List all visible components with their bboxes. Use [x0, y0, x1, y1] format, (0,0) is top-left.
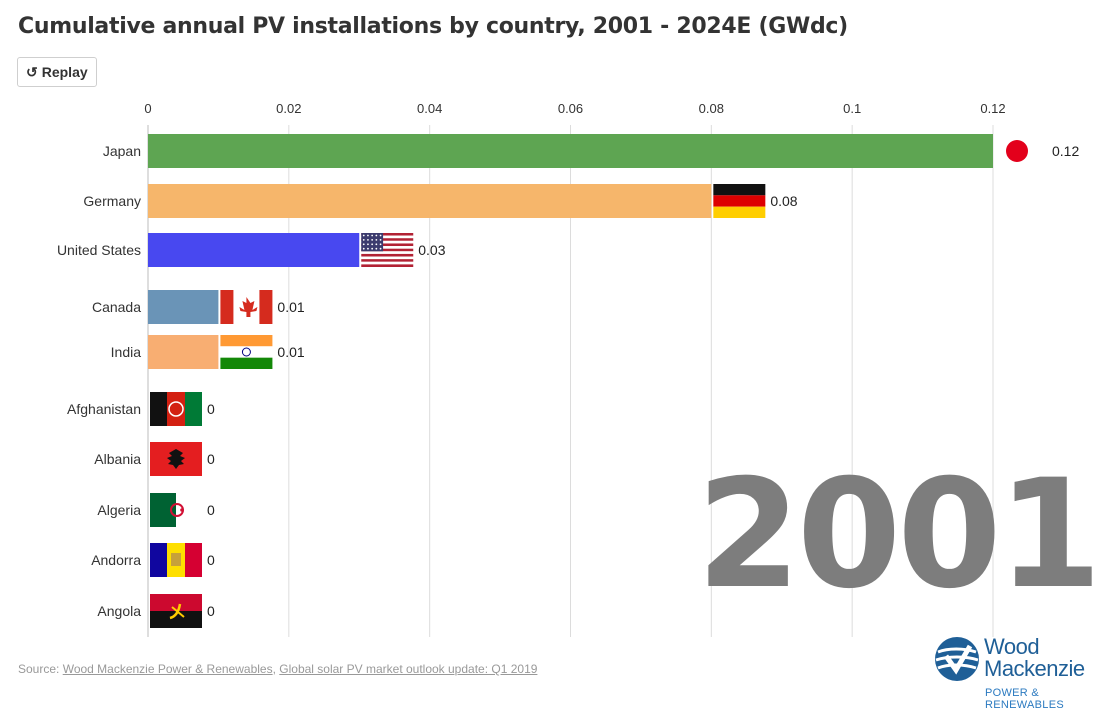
x-tick-label: 0.04: [417, 101, 442, 116]
albania-flag-icon: [150, 442, 202, 476]
value-label: 0.01: [277, 299, 304, 315]
bars: [148, 134, 993, 369]
wood-mackenzie-logo: Wood Mackenzie POWER & RENEWABLES: [934, 634, 1110, 711]
value-label: 0: [207, 401, 215, 417]
value-label: 0: [207, 552, 215, 568]
value-label: 0.12: [1052, 143, 1079, 159]
india-flag-icon: [220, 335, 273, 369]
bar-chart: 0 0.02 0.04 0.06 0.08 0.1 0.12 Japan Germany Uni…: [57, 101, 1079, 637]
globe-logo-icon: [935, 637, 979, 681]
category-label: United States: [57, 242, 141, 258]
category-label: Japan: [103, 143, 141, 159]
logo-tagline: POWER & RENEWABLES: [985, 687, 1065, 711]
canada-flag-icon: [220, 290, 273, 324]
value-label: 0: [207, 502, 215, 518]
x-axis-tick-labels: 0 0.02 0.04 0.06 0.08 0.1 0.12: [144, 101, 1005, 116]
category-label: India: [111, 344, 142, 360]
replay-button-label: Replay: [41, 64, 88, 80]
bar-japan: [148, 134, 993, 168]
x-tick-label: 0.1: [843, 101, 861, 116]
japan-flag-icon: [1006, 140, 1028, 162]
category-label: Albania: [94, 451, 141, 467]
bar-germany: [148, 184, 712, 218]
source-link-wood-mackenzie[interactable]: Wood Mackenzie Power & Renewables: [62, 662, 273, 676]
source-prefix: Source:: [18, 662, 63, 676]
logo-line-1: Wood: [984, 634, 1040, 659]
value-label: 0: [207, 603, 215, 619]
value-label: 0: [207, 451, 215, 467]
chart-title: Cumulative annual PV installations by co…: [18, 14, 848, 39]
bar-canada: [148, 290, 219, 324]
replay-button[interactable]: ↺ Replay: [17, 57, 97, 87]
andorra-flag-icon: [150, 543, 202, 577]
germany-flag-icon: [713, 184, 766, 218]
angola-flag-icon: [150, 594, 202, 628]
flag-icons: [150, 140, 1028, 628]
category-label: Canada: [92, 299, 141, 315]
x-tick-label: 0.12: [980, 101, 1005, 116]
value-label: 0.03: [418, 242, 445, 258]
x-tick-label: 0.02: [276, 101, 301, 116]
value-labels: 0.12 0.08 0.03 0.01 0.01 0 0 0 0 0: [207, 143, 1079, 619]
source-note: Source: Wood Mackenzie Power & Renewable…: [18, 662, 537, 676]
replay-icon: ↺: [26, 63, 38, 80]
category-label: Germany: [83, 193, 141, 209]
value-label: 0.08: [770, 193, 797, 209]
category-label: Afghanistan: [67, 401, 141, 417]
afghanistan-flag-icon: [150, 392, 202, 426]
source-separator: ,: [272, 662, 280, 676]
category-label: Algeria: [97, 502, 141, 518]
category-label: Angola: [97, 603, 141, 619]
x-tick-label: 0.08: [699, 101, 724, 116]
x-tick-label: 0.06: [558, 101, 583, 116]
year-label: 2001: [696, 448, 1102, 622]
algeria-flag-icon: [150, 493, 202, 527]
bar-india: [148, 335, 219, 369]
category-label: Andorra: [91, 552, 141, 568]
source-link-outlook[interactable]: Global solar PV market outlook update: Q…: [279, 662, 538, 676]
united-states-flag-icon: [361, 233, 414, 267]
value-label: 0.01: [277, 344, 304, 360]
category-labels: Japan Germany United States Canada India Afgh…: [57, 143, 141, 619]
bar-united-states: [148, 233, 360, 267]
logo-line-2: Mackenzie: [984, 656, 1085, 681]
x-tick-label: 0: [144, 101, 151, 116]
